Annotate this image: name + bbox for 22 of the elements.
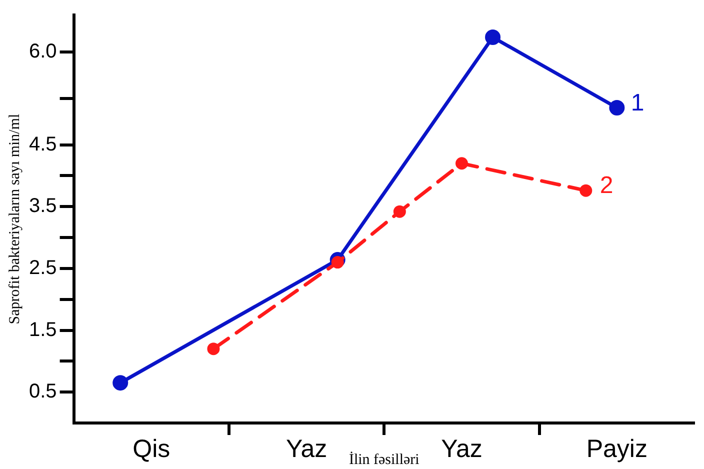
- point: [393, 205, 406, 218]
- x-axis-title: İlin fəsilləri: [348, 450, 420, 468]
- y-tick-label: 0.5: [28, 380, 57, 403]
- y-tick-label: 1.5: [28, 318, 57, 341]
- point: [207, 342, 220, 356]
- x-tick-label: Qis: [132, 434, 170, 463]
- point: [455, 157, 468, 170]
- point: [331, 256, 344, 269]
- x-tick-label: Yaz: [286, 434, 328, 463]
- x-tick-label: Yaz: [441, 434, 482, 463]
- point: [580, 184, 592, 197]
- y-tick-label: 2.5: [28, 256, 57, 279]
- y-tick-label: 4.5: [28, 133, 57, 156]
- point: [609, 100, 625, 116]
- y-tick-label: 3.5: [28, 195, 57, 218]
- y-tick-label: 6.0: [28, 40, 57, 63]
- y-axis-title: Saprofit bakteriyaların sayı min/ml: [6, 114, 23, 324]
- point: [112, 375, 128, 391]
- annotation: 2: [600, 172, 614, 200]
- x-tick-label: Payiz: [586, 434, 648, 463]
- annotation: 1: [630, 89, 644, 116]
- point: [485, 30, 501, 46]
